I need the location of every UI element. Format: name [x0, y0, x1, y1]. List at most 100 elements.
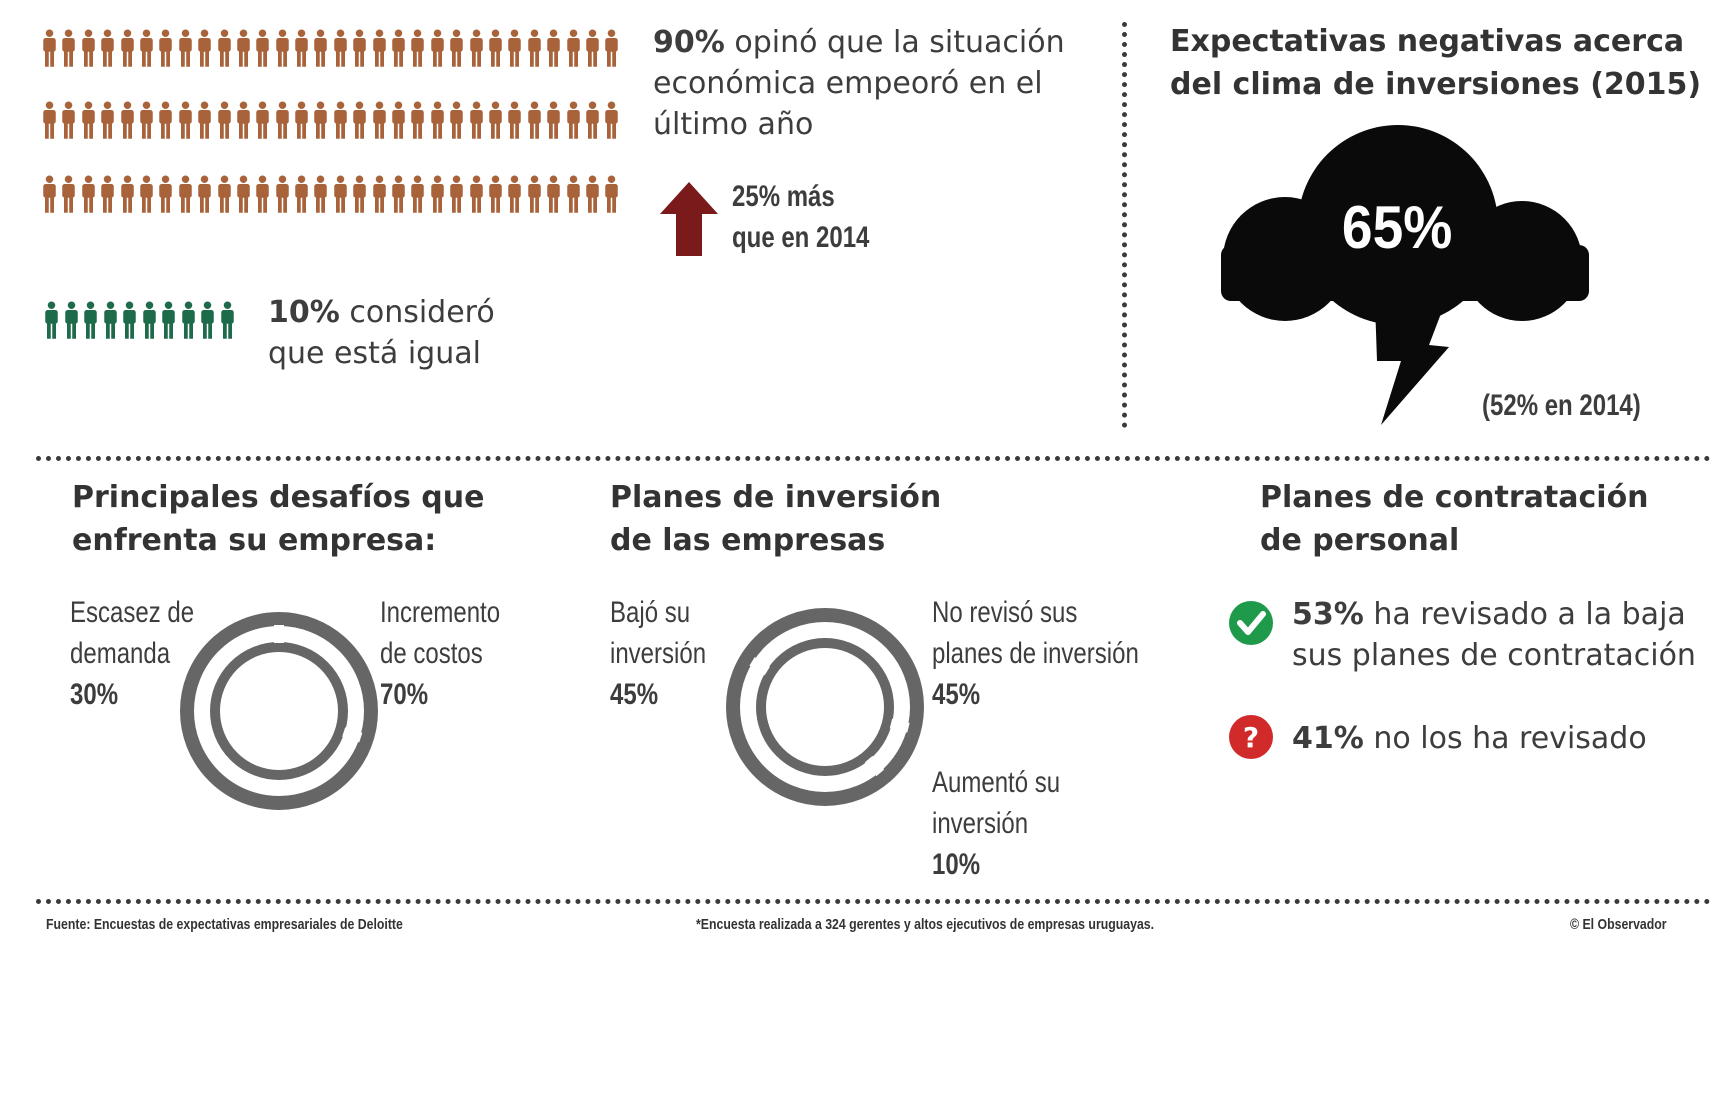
- lightning-icon: [1375, 303, 1449, 425]
- person-icon: [43, 175, 56, 213]
- person-icon: [256, 29, 270, 67]
- expectations-previous: (52% en 2014): [1482, 389, 1641, 422]
- person-icon: [586, 29, 599, 67]
- donut-slice-boundary-aumento: [889, 718, 910, 733]
- same-text-line-2: que está igual: [268, 336, 481, 371]
- person-icon: [120, 175, 134, 213]
- person-icon: [217, 175, 231, 213]
- challenges-left-label: Escasez de demanda 30%: [70, 592, 194, 715]
- challenges-right-line-1: Incremento: [380, 596, 501, 629]
- challenges-right-pct: 70%: [380, 678, 429, 711]
- person-icon: [178, 175, 192, 213]
- person-icon: [566, 29, 580, 67]
- footer-credit: © El Observador: [1570, 916, 1667, 933]
- person-icon: [217, 101, 231, 139]
- person-icon: [120, 29, 134, 67]
- person-icon: [450, 101, 463, 139]
- donut-inner-ring: [210, 642, 348, 780]
- person-icon: [237, 175, 250, 213]
- person-icon: [140, 29, 153, 67]
- person-icon: [431, 101, 444, 139]
- person-icon: [256, 175, 270, 213]
- person-icon: [528, 101, 541, 139]
- person-icon: [84, 301, 97, 339]
- person-icon: [43, 29, 56, 67]
- person-icon: [314, 29, 328, 67]
- person-icon: [566, 101, 580, 139]
- hiring-item-1-pct: 53%: [1292, 597, 1364, 632]
- cloud-icon: 65%: [1221, 125, 1589, 325]
- person-icon: [353, 101, 366, 139]
- same-pct: 10%: [268, 295, 340, 330]
- investment-title: Planes de inversión de las empresas: [610, 476, 941, 562]
- worse-pct: 90%: [653, 25, 725, 60]
- person-icon: [314, 175, 328, 213]
- people-row-worse: [42, 96, 619, 144]
- person-icon: [295, 101, 308, 139]
- person-icon: [450, 175, 463, 213]
- challenges-right-line-2: de costos: [380, 637, 483, 670]
- person-icon: [82, 175, 95, 213]
- person-icon: [605, 175, 619, 213]
- challenges-left-line-1: Escasez de: [70, 596, 195, 629]
- person-icon: [411, 175, 425, 213]
- challenges-right-label: Incremento de costos 70%: [380, 592, 500, 715]
- cloud-value: 65%: [1342, 195, 1452, 262]
- person-icon: [508, 29, 522, 67]
- person-icon: [528, 29, 541, 67]
- person-icon: [103, 301, 117, 339]
- challenges-title-line-2: enfrenta su empresa:: [72, 523, 437, 558]
- investment-title-line-2: de las empresas: [610, 523, 886, 558]
- person-icon: [295, 175, 308, 213]
- vertical-divider: [1122, 22, 1127, 428]
- investment-bottom-line-2: inversión: [932, 807, 1029, 840]
- people-row-same: [44, 296, 239, 344]
- investment-title-line-1: Planes de inversión: [610, 480, 942, 515]
- person-icon: [198, 175, 211, 213]
- person-icon: [392, 101, 405, 139]
- person-icon: [489, 101, 502, 139]
- person-icon: [547, 29, 560, 67]
- person-icon: [508, 101, 522, 139]
- person-icon: [469, 29, 483, 67]
- donut-inner-ring: [756, 638, 894, 776]
- person-icon: [62, 101, 76, 139]
- arrow-up-icon: [660, 182, 718, 256]
- person-icon: [605, 29, 619, 67]
- person-icon: [334, 29, 347, 67]
- investment-left-pct: 45%: [610, 678, 659, 711]
- person-icon: [45, 301, 58, 339]
- person-icon: [64, 301, 78, 339]
- hiring-item-2: 41% no los ha revisado: [1292, 718, 1647, 759]
- investment-right-pct: 45%: [932, 678, 981, 711]
- footer-source: Fuente: Encuestas de expectativas empres…: [46, 916, 403, 933]
- hiring-item-1: 53% ha revisado a la baja sus planes de …: [1292, 594, 1696, 676]
- person-icon: [275, 29, 289, 67]
- same-text: 10% consideró que está igual: [268, 292, 495, 374]
- person-icon: [82, 101, 95, 139]
- worse-text: 90% opinó que la situación económica emp…: [653, 22, 1083, 145]
- person-icon: [237, 29, 250, 67]
- donut-slice-boundary-bajo: [749, 657, 770, 676]
- person-icon: [120, 101, 134, 139]
- investment-left-label: Bajó su inversión 45%: [610, 592, 706, 715]
- person-icon: [372, 29, 386, 67]
- hiring-item-1-line-1: ha revisado a la baja: [1373, 597, 1686, 632]
- investment-right-line-2: planes de inversión: [932, 637, 1139, 670]
- donut-outer-ring: [726, 608, 924, 806]
- person-icon: [586, 101, 599, 139]
- person-icon: [392, 175, 405, 213]
- donut-slice-boundary-no-reviso: [864, 755, 885, 777]
- person-icon: [275, 175, 289, 213]
- person-icon: [159, 29, 173, 67]
- investment-bottom-label: Aumentó su inversión 10%: [932, 762, 1060, 885]
- investment-left-line-2: inversión: [610, 637, 707, 670]
- person-icon: [43, 101, 56, 139]
- person-icon: [431, 175, 444, 213]
- hiring-title-line-1: Planes de contratación: [1260, 480, 1649, 515]
- same-text-line-1: consideró: [349, 295, 495, 330]
- person-icon: [547, 175, 560, 213]
- person-icon: [256, 101, 270, 139]
- expectations-title-line-1: Expectativas negativas acerca: [1170, 24, 1685, 59]
- person-icon: [334, 101, 347, 139]
